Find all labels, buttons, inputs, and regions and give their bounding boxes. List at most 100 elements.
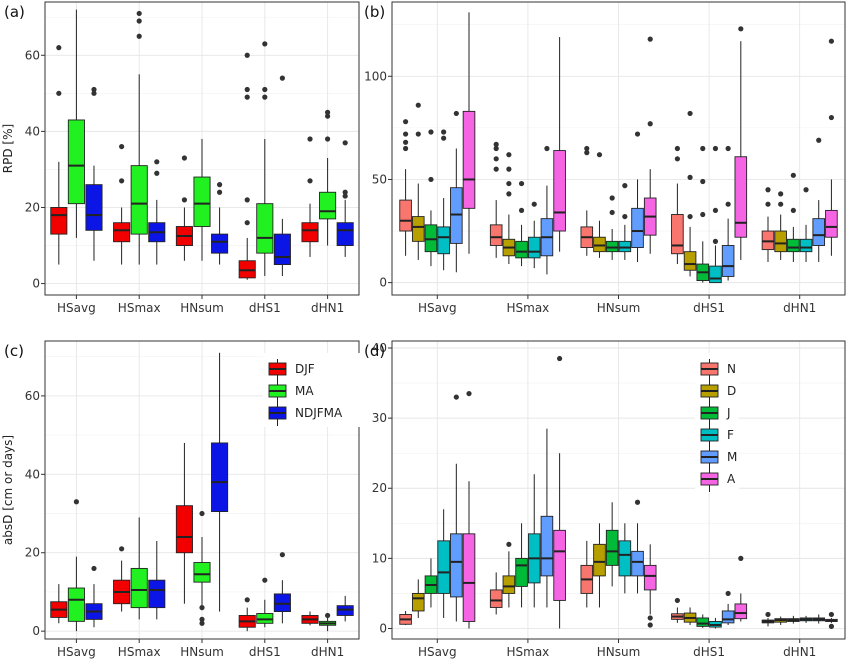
x-tick-label: HNsum [597,645,641,659]
iqr-box [502,575,516,594]
outlier-point [119,546,125,552]
y-tick-label: 0 [379,276,387,290]
outlier-point [622,213,628,220]
outlier-point [428,176,434,183]
outlier-point [544,145,550,152]
box-J-HNsum [605,195,619,260]
y-tick-label: 40 [372,341,387,355]
box-N-dHN1 [761,187,775,262]
box-M-HSavg [450,394,463,622]
outlier-point [738,26,744,32]
box-M-dHS1 [721,145,735,281]
outlier-point [279,75,285,81]
iqr-box [462,110,476,209]
x-tick-label: dHN1 [311,645,344,659]
box-J-dHN1 [787,615,800,624]
outlier-point [674,145,680,152]
outlier-point [136,18,142,24]
box-D-HNsum [593,152,606,258]
outlier-point [325,109,331,115]
outlier-point [342,140,348,146]
outlier-point [244,52,250,58]
iqr-box [527,236,541,259]
outlier-point [244,94,250,100]
iqr-box [643,564,657,591]
box-A-HNsum [643,36,657,254]
box-F-dHN1 [799,187,813,262]
panel-label: (a) [4,3,25,21]
iqr-box [67,587,85,622]
box-NDJFMA-dHS1 [273,552,291,624]
outlier-point [493,166,499,172]
outlier-point [154,170,160,176]
outlier-point [790,207,796,214]
x-tick-label: dHS1 [693,645,725,659]
box-A-dHS1 [734,555,748,622]
outlier-point [738,555,744,561]
box-F-dHN1 [799,615,813,623]
outlier-point [441,129,447,135]
outlier-point [199,605,205,611]
iqr-box [50,207,68,235]
legend-label: NDJFMA [295,406,343,420]
box-DJF-dHS1 [238,597,256,632]
box-A-dHN1 [825,611,838,629]
outlier-point [712,145,719,152]
iqr-box [825,209,838,238]
box-J-HSavg [424,558,438,608]
box-MA-dHN1 [319,109,337,246]
box-J-dHS1 [696,145,710,283]
box-F-HSavg [437,129,450,271]
outlier-point [647,615,653,621]
y-tick-label: 20 [25,200,40,214]
box-NDJFMA-dHN1 [336,595,354,622]
iqr-box [605,529,619,566]
iqr-box [774,230,787,253]
legend: DJF MA NDJFMA [263,353,368,427]
legend-label: D [727,384,736,398]
outlier-point [647,622,653,628]
x-tick-label: HSmax [507,301,550,315]
iqr-box [696,617,710,627]
box-D-HSmax [502,152,516,265]
outlier-point [244,197,250,203]
iqr-box [721,245,735,277]
legend: NDJFMA [695,353,739,493]
iqr-box [489,589,503,608]
outlier-point [244,597,250,603]
outlier-point [828,114,835,121]
outlier-point [506,166,512,172]
x-tick-label: HNsum [180,301,224,315]
outlier-point [712,207,719,214]
box-NDJFMA-dHS1 [273,75,291,276]
x-tick-label: HNsum [180,645,224,659]
box-D-HSmax [502,541,516,608]
outlier-point [402,139,409,145]
box-DJF-dHN1 [301,611,319,626]
box-D-HSavg [411,579,425,618]
panel-d: 0 10 20 30 40 HSavg HSmax HNsum dHS1 dHN1 (d) NDJFM… [364,340,846,659]
box-F-HSavg [437,509,450,618]
outlier-point [441,135,447,141]
iqr-box [193,562,211,583]
box-N-HSavg [399,610,412,625]
outlier-point [674,156,680,162]
outlier-point [700,178,706,185]
iqr-box [148,579,166,609]
outlier-point [506,152,512,158]
outlier-point [725,145,731,152]
iqr-box [799,238,813,253]
outlier-point [342,193,348,199]
outlier-point [584,150,590,156]
y-tick-label: 100 [364,69,387,83]
legend-label: J [726,406,731,420]
x-tick-label: dHS1 [693,301,725,315]
box-A-dHN1 [825,38,838,256]
box-M-HNsum [631,499,644,594]
y-tick-label: 60 [25,389,40,403]
outlier-point [647,36,653,42]
iqr-box [411,592,425,612]
outlier-point [428,129,434,135]
y-tick-label: 30 [372,411,387,425]
